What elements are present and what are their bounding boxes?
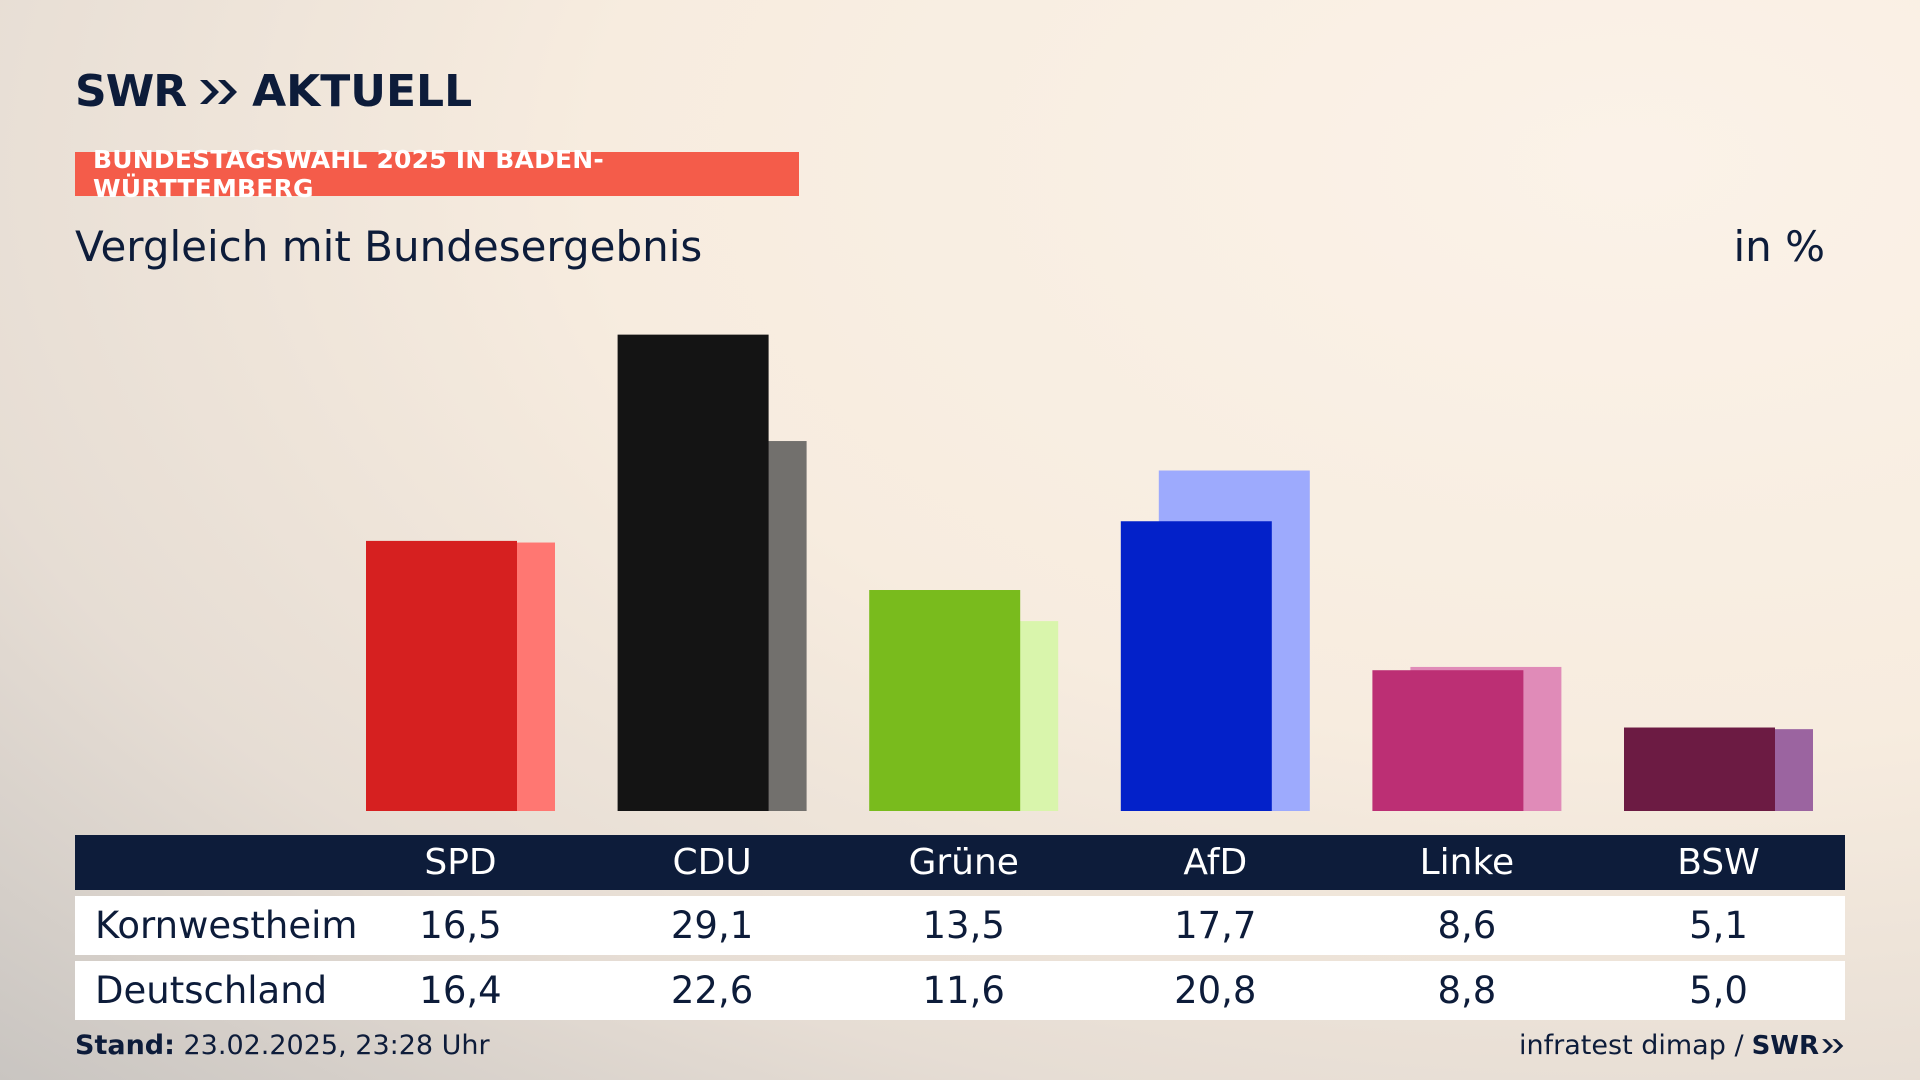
bar-afd-kornwestheim bbox=[1120, 521, 1272, 811]
table-cell: 11,6 bbox=[922, 969, 1005, 1012]
table-cell: 17,7 bbox=[1174, 904, 1257, 947]
table-cell: 16,4 bbox=[419, 969, 502, 1012]
table-header-party: CDU bbox=[672, 842, 752, 883]
table-row: Kornwestheim 16,5 29,1 13,5 17,7 8,6 5,1 bbox=[75, 896, 1845, 955]
table-cell: 5,1 bbox=[1689, 904, 1748, 947]
swr-aktuell-logo: SWR AKTUELL bbox=[75, 66, 472, 117]
bar-linke-kornwestheim bbox=[1372, 670, 1524, 811]
table-row: Deutschland 16,4 22,6 11,6 20,8 8,8 5,0 bbox=[75, 961, 1845, 1020]
footer-swr-text: SWR bbox=[1751, 1030, 1819, 1061]
table-header-party: BSW bbox=[1677, 842, 1760, 883]
row-label: Kornwestheim bbox=[95, 904, 358, 947]
table-header-party: SPD bbox=[424, 842, 497, 883]
source-text: infratest dimap / bbox=[1519, 1030, 1744, 1061]
table-cell: 8,6 bbox=[1437, 904, 1497, 947]
double-chevron-icon bbox=[200, 79, 238, 104]
table-cell: 29,1 bbox=[670, 904, 754, 947]
table-cell: 16,5 bbox=[419, 904, 502, 947]
unit-label: in % bbox=[1733, 222, 1825, 271]
double-chevron-icon bbox=[1822, 1038, 1844, 1053]
stand-label: Stand: bbox=[75, 1030, 175, 1061]
table-header-row: SPD CDU Grüne AfD Linke BSW bbox=[75, 835, 1845, 890]
row-label: Deutschland bbox=[95, 969, 328, 1012]
chart-subtitle: Vergleich mit Bundesergebnis bbox=[75, 222, 703, 271]
source-credit: infratest dimap / SWR bbox=[1519, 1030, 1845, 1061]
table-cell: 13,5 bbox=[922, 904, 1005, 947]
bar-chart bbox=[366, 334, 1813, 811]
results-table: SPD CDU Grüne AfD Linke BSW Kornwestheim… bbox=[75, 835, 1845, 1020]
timestamp: Stand: 23.02.2025, 23:28 Uhr bbox=[75, 1030, 490, 1061]
bar-grne-kornwestheim bbox=[869, 590, 1021, 811]
stand-value: 23.02.2025, 23:28 Uhr bbox=[174, 1030, 490, 1061]
logo-swr-text: SWR bbox=[75, 66, 187, 117]
bar-bsw-kornwestheim bbox=[1624, 727, 1775, 811]
table-cell: 5,0 bbox=[1689, 969, 1748, 1012]
table-cell: 20,8 bbox=[1174, 969, 1257, 1012]
table-header-party: Linke bbox=[1419, 842, 1515, 883]
footer-swr-logo: SWR bbox=[1752, 1031, 1845, 1061]
table-cell: 8,8 bbox=[1437, 969, 1497, 1012]
table-header-party: AfD bbox=[1183, 842, 1248, 883]
bar-cdu-kornwestheim bbox=[617, 334, 769, 811]
bar-spd-kornwestheim bbox=[366, 540, 517, 811]
table-cell: 22,6 bbox=[670, 969, 754, 1012]
table-header-party: Grüne bbox=[908, 842, 1019, 883]
logo-aktuell-text: AKTUELL bbox=[252, 66, 473, 117]
